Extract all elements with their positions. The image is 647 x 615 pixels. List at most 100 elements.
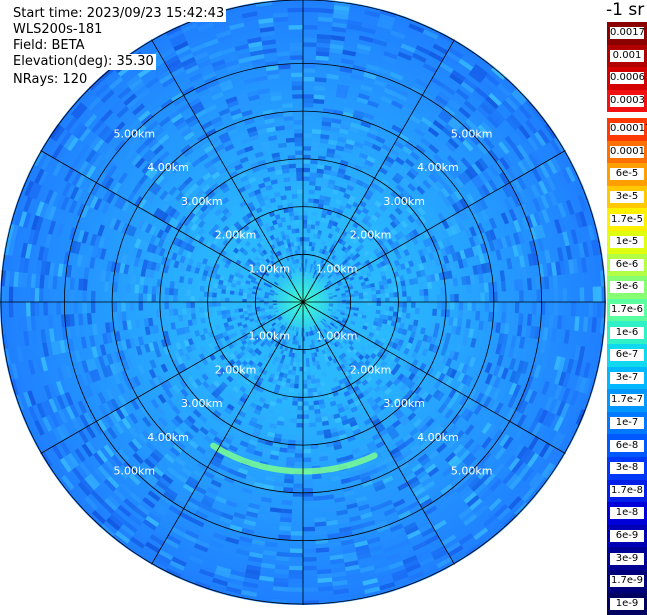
ppi-cell xyxy=(520,348,528,362)
ppi-cell xyxy=(226,63,241,72)
ppi-cell xyxy=(106,260,113,272)
ppi-cell xyxy=(194,109,207,119)
ppi-cell xyxy=(271,334,276,339)
ppi-cell xyxy=(596,286,602,302)
ppi-cell xyxy=(49,412,60,428)
ppi-cell xyxy=(321,240,327,246)
ppi-cell xyxy=(310,155,319,160)
ppi-cell xyxy=(90,302,96,314)
ppi-cell xyxy=(113,373,122,385)
ppi-cell xyxy=(187,258,194,266)
ppi-cell xyxy=(138,302,144,311)
ppi-cell xyxy=(342,547,357,555)
ppi-cell xyxy=(93,235,102,248)
ppi-cell xyxy=(178,103,191,114)
ppi-cell xyxy=(303,63,316,69)
ppi-cell xyxy=(152,127,165,138)
ppi-cell xyxy=(236,224,244,232)
ppi-cell xyxy=(293,128,303,134)
ppi-cell xyxy=(419,362,427,372)
ppi-cell xyxy=(480,209,489,221)
ppi-cell xyxy=(226,317,232,323)
ppi-cell xyxy=(554,433,566,450)
ppi-cell xyxy=(363,524,377,532)
ppi-cell xyxy=(243,264,249,270)
ppi-cell xyxy=(451,325,457,335)
ppi-cell xyxy=(446,195,456,206)
ppi-cell xyxy=(453,443,464,455)
ppi-cell xyxy=(565,199,575,216)
ppi-cell xyxy=(264,303,269,307)
ppi-cell xyxy=(264,293,270,297)
ppi-cell xyxy=(156,229,165,239)
colorbar-label: 1e-7 xyxy=(610,417,644,430)
ppi-cell xyxy=(10,224,19,241)
ppi-cell xyxy=(492,364,501,377)
ppi-cell xyxy=(312,343,316,349)
ppi-cell xyxy=(494,504,509,518)
ppi-cell xyxy=(144,268,151,278)
ppi-cell xyxy=(348,515,362,523)
ppi-cell xyxy=(243,326,249,332)
ppi-cell xyxy=(17,316,24,332)
ppi-cell xyxy=(104,177,115,190)
ppi-cell xyxy=(294,215,299,221)
ppi-cell xyxy=(329,400,337,407)
ppi-cell xyxy=(56,194,66,209)
ppi-cell xyxy=(217,284,223,290)
ppi-cell xyxy=(475,392,485,404)
ppi-cell xyxy=(294,353,298,358)
ppi-cell xyxy=(524,388,534,403)
ppi-cell xyxy=(235,268,242,274)
ppi-cell xyxy=(506,257,513,270)
ppi-cell xyxy=(260,310,266,314)
ppi-cell xyxy=(411,359,419,367)
ppi-cell xyxy=(277,222,283,228)
ppi-cell xyxy=(475,311,481,321)
ppi-cell xyxy=(419,37,435,48)
ppi-cell xyxy=(482,321,489,332)
ppi-cell xyxy=(475,244,483,255)
ppi-cell xyxy=(254,271,260,276)
ppi-cell xyxy=(242,15,259,23)
ppi-cell xyxy=(221,289,226,294)
ppi-cell xyxy=(379,147,390,156)
ppi-cell xyxy=(296,423,303,428)
ppi-cell xyxy=(480,360,489,372)
ppi-cell xyxy=(20,242,28,258)
ppi-cell xyxy=(313,264,317,270)
ppi-cell xyxy=(193,543,209,553)
ppi-cell xyxy=(298,392,303,398)
ppi-cell xyxy=(317,337,321,343)
ppi-cell xyxy=(327,233,333,239)
ppi-cell xyxy=(346,347,352,354)
ppi-cell xyxy=(63,167,75,183)
ppi-cell xyxy=(512,384,522,398)
ppi-cell xyxy=(113,362,122,374)
ppi-cell xyxy=(398,510,412,520)
ppi-cell xyxy=(105,364,114,377)
ppi-cell xyxy=(156,309,161,318)
ppi-cell xyxy=(140,113,154,126)
ppi-cell xyxy=(384,387,392,396)
ppi-cell xyxy=(208,483,221,492)
ppi-cell xyxy=(342,259,348,265)
ppi-cell xyxy=(4,270,11,287)
ppi-cell xyxy=(471,130,484,143)
ppi-cell xyxy=(303,154,311,160)
ppi-cell xyxy=(450,475,463,487)
ppi-cell xyxy=(234,272,240,278)
ppi-cell xyxy=(158,416,168,427)
ppi-cell xyxy=(269,293,274,296)
ppi-cell xyxy=(165,436,176,447)
ppi-cell xyxy=(171,526,186,538)
ppi-cell xyxy=(223,476,235,484)
ppi-cell xyxy=(471,390,481,402)
ppi-cell xyxy=(441,365,450,375)
ppi-cell xyxy=(554,219,563,234)
ppi-cell xyxy=(148,252,155,262)
ppi-cell xyxy=(121,311,127,321)
ppi-cell xyxy=(43,302,48,316)
ppi-cell xyxy=(204,144,215,154)
ppi-cell xyxy=(265,258,271,264)
